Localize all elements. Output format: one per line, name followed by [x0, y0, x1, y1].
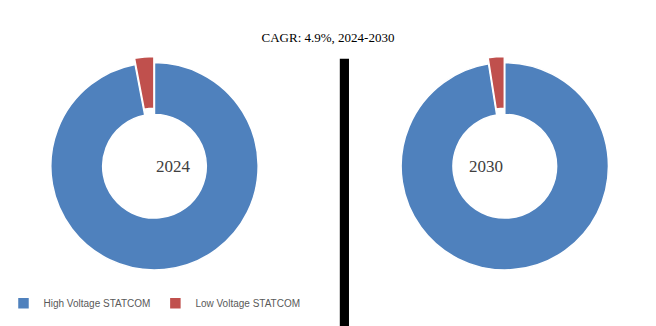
svg-text:2030: 2030 [469, 157, 503, 176]
svg-text:High Voltage STATCOM: High Voltage STATCOM [43, 298, 150, 309]
svg-text:CAGR: 4.9%, 2024-2030: CAGR: 4.9%, 2024-2030 [262, 30, 395, 45]
svg-text:Low Voltage STATCOM: Low Voltage STATCOM [195, 298, 300, 309]
svg-text:2024: 2024 [156, 157, 191, 176]
